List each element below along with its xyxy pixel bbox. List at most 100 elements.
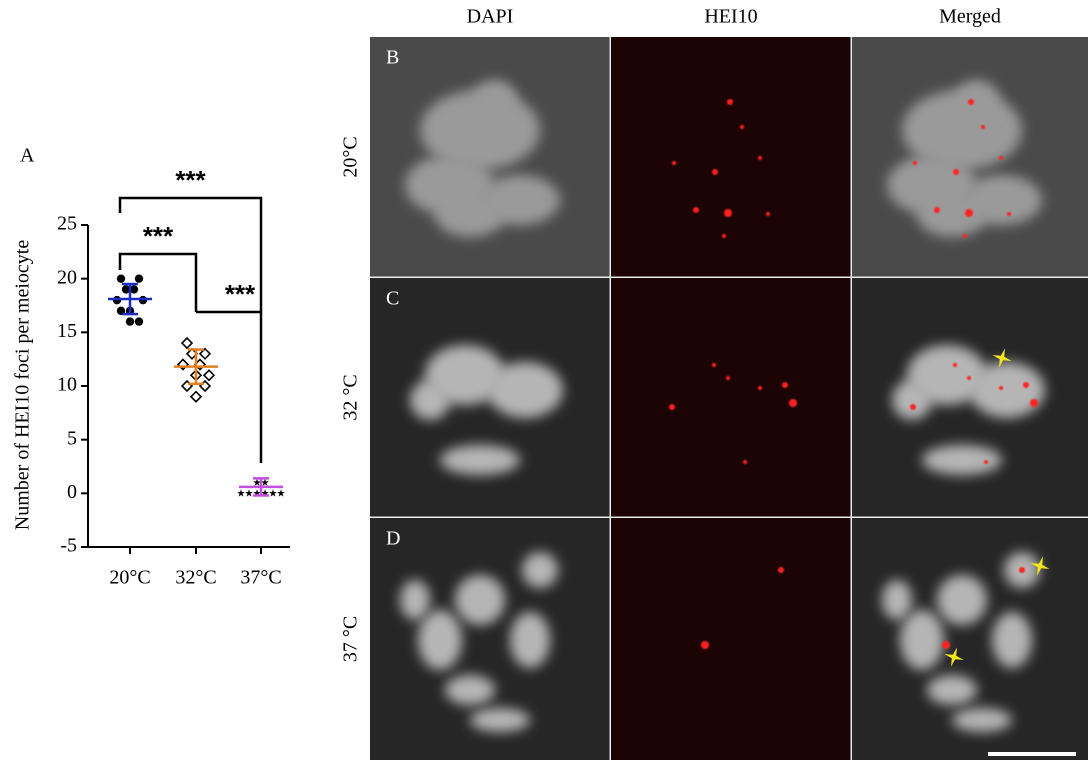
hei10-focus — [758, 156, 762, 160]
chromatin — [937, 575, 987, 625]
hei10-focus — [965, 209, 973, 217]
data-point — [182, 338, 192, 348]
column-header: Merged — [939, 6, 1001, 28]
significance-label: *** — [225, 279, 256, 309]
hei10-focus — [968, 99, 974, 105]
chromatin — [927, 675, 977, 705]
hei10-focus — [942, 641, 950, 649]
micrograph-bg — [611, 278, 851, 517]
data-point — [277, 489, 285, 496]
hei10-focus — [722, 234, 726, 238]
chromatin — [440, 445, 520, 475]
chromatin — [445, 675, 495, 705]
chromatin — [435, 193, 505, 237]
hei10-focus — [672, 161, 676, 165]
chromatin — [473, 80, 517, 120]
chromatin — [487, 362, 563, 418]
data-point — [178, 360, 188, 370]
chromatin — [470, 708, 530, 732]
hei10-focus — [669, 404, 675, 410]
significance-bracket — [120, 198, 261, 463]
chromatin — [892, 380, 932, 420]
hei10-focus — [712, 363, 716, 367]
chromatin — [418, 610, 462, 670]
hei10-focus — [782, 382, 788, 388]
hei10-focus — [967, 376, 971, 380]
hei10-focus — [1023, 382, 1029, 388]
chromatin — [992, 612, 1032, 668]
data-point — [191, 392, 201, 402]
hei10-focus — [981, 125, 985, 129]
panel-label: A — [20, 145, 35, 167]
hei10-focus — [953, 363, 957, 367]
chromatin — [917, 193, 987, 237]
hei10-focus — [984, 460, 988, 464]
data-point — [135, 317, 143, 325]
hei10-focus — [724, 209, 732, 217]
hei10-focus — [953, 169, 959, 175]
hei10-focus — [726, 376, 730, 380]
micrograph-bg — [611, 37, 851, 277]
chromatin — [522, 552, 558, 588]
data-point — [126, 317, 134, 325]
hei10-focus — [712, 169, 718, 175]
hei10-focus — [743, 460, 747, 464]
significance-label: *** — [143, 221, 174, 251]
y-tick-label: -5 — [60, 535, 77, 557]
chromatin — [455, 575, 505, 625]
data-point — [200, 381, 210, 391]
chromatin — [922, 445, 1002, 475]
x-tick-label: 32°C — [175, 567, 216, 589]
hei10-focus — [758, 386, 762, 390]
y-axis-label: Number of HEI10 foci per meiocyte — [12, 240, 34, 531]
panel-label: B — [386, 47, 399, 69]
x-tick-label: 37°C — [240, 567, 281, 589]
data-point — [245, 489, 253, 496]
hei10-focus — [693, 207, 699, 213]
hei10-focus — [766, 212, 770, 216]
data-point — [253, 479, 261, 486]
chromatin — [900, 610, 944, 670]
figure: A Number of HEI10 foci per meiocyte -505… — [0, 0, 1088, 760]
micrographs — [370, 37, 1088, 760]
column-header: DAPI — [467, 6, 514, 28]
hei10-focus — [778, 567, 784, 573]
y-tick-label: 20 — [57, 266, 77, 288]
data-point — [135, 274, 143, 282]
y-tick-label: 15 — [57, 320, 77, 342]
chromatin — [882, 580, 912, 620]
hei10-focus — [789, 399, 797, 407]
hei10-focus — [910, 404, 916, 410]
chromatin — [969, 362, 1045, 418]
data-point — [269, 489, 277, 496]
row-label: 32 °C — [340, 374, 362, 420]
data-point — [182, 381, 192, 391]
data-point — [237, 489, 245, 496]
row-label: 20°C — [340, 136, 362, 177]
row-label: 37 °C — [340, 616, 362, 662]
panel-label: D — [386, 528, 400, 550]
significance-label: *** — [175, 165, 206, 195]
chromatin — [955, 80, 999, 120]
data-point — [204, 370, 214, 380]
panel-label: C — [386, 288, 399, 310]
hei10-focus — [740, 125, 744, 129]
y-tick-label: 10 — [57, 374, 77, 396]
chromatin — [400, 580, 430, 620]
data-point — [261, 479, 269, 486]
hei10-focus — [934, 207, 940, 213]
hei10-focus — [1019, 567, 1025, 573]
hei10-focus — [701, 641, 709, 649]
chromatin — [510, 612, 550, 668]
column-header: HEI10 — [704, 6, 757, 28]
hei10-focus — [1030, 399, 1038, 407]
scale-bar — [988, 752, 1076, 756]
y-tick-label: 5 — [67, 427, 77, 449]
data-point — [117, 274, 125, 282]
hei10-focus — [963, 234, 967, 238]
chromatin — [952, 708, 1012, 732]
hei10-focus — [1007, 212, 1011, 216]
hei10-focus — [999, 386, 1003, 390]
micrograph-bg — [611, 518, 851, 760]
y-tick-label: 25 — [57, 213, 77, 235]
